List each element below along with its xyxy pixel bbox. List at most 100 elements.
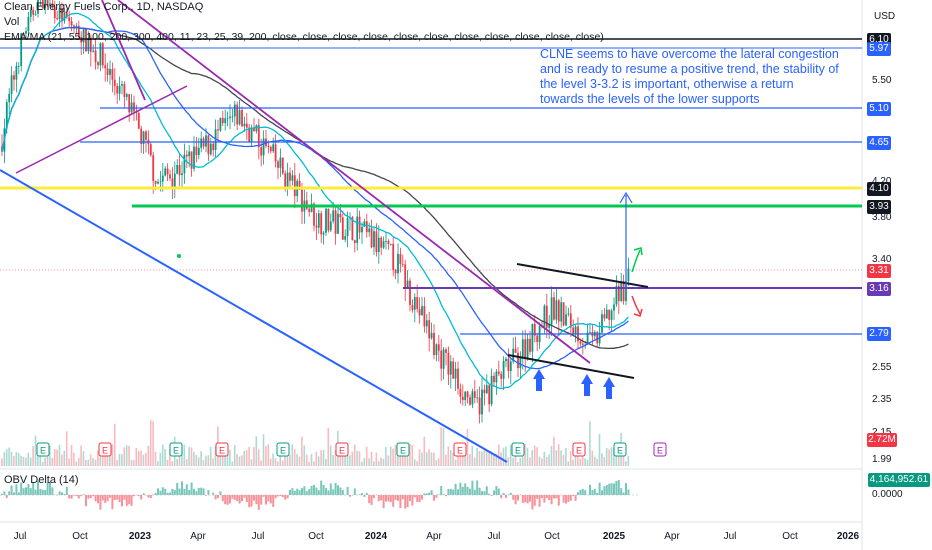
obv-bar: [20, 482, 23, 495]
ema-legend[interactable]: EMA/MA (21, 55, 100, 200, 300, 400, 11, …: [4, 31, 604, 43]
earnings-marker-icon[interactable]: E: [169, 442, 183, 457]
volume-bar: [68, 458, 70, 466]
obv-bar: [29, 488, 32, 495]
volume-bar: [533, 445, 536, 466]
candle-body: [368, 228, 371, 233]
currency-label[interactable]: USD: [874, 11, 896, 22]
obv-bar: [243, 495, 246, 498]
volume-bar: [70, 444, 73, 466]
volume-bar: [221, 452, 224, 466]
volume-bar: [361, 461, 363, 466]
earnings-marker-icon[interactable]: E: [36, 442, 50, 457]
candle-body: [272, 144, 275, 152]
obv-bar: [617, 480, 620, 495]
obv-bar: [317, 490, 320, 495]
earnings-marker-icon[interactable]: E: [98, 442, 112, 457]
obv-bar: [289, 489, 291, 495]
candle-body: [104, 65, 107, 69]
obv-bar: [490, 495, 493, 496]
volume-bar: [452, 453, 454, 466]
symbol-title[interactable]: Clean Energy Fuels Corp., 1D, NASDAQ: [4, 1, 204, 13]
volume-bar: [572, 459, 574, 466]
obv-bar: [255, 495, 258, 505]
obv-bar: [577, 492, 579, 495]
volume-bar: [133, 459, 135, 466]
earnings-marker-icon[interactable]: E: [453, 442, 467, 457]
earnings-marker-icon[interactable]: E: [511, 442, 525, 457]
obv-bar: [404, 495, 407, 509]
candle-body: [154, 180, 157, 184]
obv-bar: [123, 495, 126, 500]
candle-body: [293, 175, 296, 197]
volume-bars: [1, 419, 630, 466]
volume-bar: [269, 458, 272, 466]
obv-bar: [284, 495, 287, 500]
obv-bar: [219, 491, 222, 495]
obv-bar: [380, 495, 383, 501]
obv-bar: [392, 495, 395, 507]
volume-bar: [447, 446, 450, 466]
candle-body: [322, 232, 325, 235]
obv-bar: [567, 495, 570, 502]
volume-bar: [502, 447, 505, 466]
volume-bar: [181, 449, 183, 466]
earnings-marker-icon[interactable]: E: [572, 442, 586, 457]
candle-body: [137, 112, 140, 129]
earnings-marker-icon[interactable]: E: [335, 442, 349, 457]
obv-bar: [387, 495, 390, 502]
candle-body: [181, 173, 183, 176]
volume-bar: [1, 458, 3, 466]
volume-bar: [421, 452, 423, 466]
volume-bar: [313, 461, 315, 466]
candle-body: [32, 9, 35, 15]
obv-bar: [25, 487, 27, 495]
price-tick-label: 3.80: [872, 212, 892, 223]
earnings-marker-icon[interactable]: E: [396, 442, 410, 457]
candle-body: [13, 75, 15, 80]
price-box-label: 3.93: [867, 200, 891, 214]
volume-bar: [63, 450, 66, 466]
candle-body: [521, 339, 524, 358]
volume-bar: [512, 458, 514, 466]
candle-body: [106, 68, 109, 75]
volume-bar: [161, 444, 164, 466]
obv-bar: [411, 495, 414, 506]
obv-bar: [51, 487, 54, 495]
volume-bar: [231, 461, 234, 466]
svg-text:E: E: [617, 446, 623, 456]
candle-body: [111, 69, 114, 80]
candle-body: [442, 349, 445, 369]
earnings-marker-icon[interactable]: E: [215, 442, 229, 457]
candle-body: [269, 146, 272, 152]
volume-legend[interactable]: Vol: [4, 16, 20, 28]
price-box-label: 5.10: [867, 102, 891, 116]
obv-bar: [625, 483, 627, 495]
obv-legend[interactable]: OBV Delta (14): [4, 474, 79, 486]
volume-bar: [20, 455, 22, 466]
candle-body: [193, 146, 195, 169]
volume-bar: [51, 457, 54, 466]
candle-body: [497, 371, 500, 374]
obv-bar: [524, 495, 527, 503]
candle-body: [145, 131, 147, 140]
volume-bar: [346, 446, 349, 466]
volume-bar: [399, 449, 402, 466]
candle-body: [214, 129, 217, 151]
analysis-annotation[interactable]: CLNE seems to have overcome the lateral …: [540, 47, 839, 106]
earnings-marker-icon[interactable]: E: [653, 442, 667, 457]
obv-bar: [253, 495, 255, 501]
obv-bar: [34, 489, 37, 495]
earnings-marker-icon[interactable]: E: [276, 442, 290, 457]
earnings-marker-icon[interactable]: E: [613, 442, 627, 457]
obv-bar: [500, 495, 503, 499]
price-box-label: 3.31: [867, 264, 891, 278]
green-arrowhead-icon: [633, 247, 643, 256]
volume-bar: [303, 445, 306, 466]
candle-body: [394, 270, 397, 274]
obv-bar: [581, 488, 584, 495]
obv-bar: [1, 493, 3, 495]
volume-bar: [488, 451, 490, 466]
volume-bar: [553, 436, 555, 466]
